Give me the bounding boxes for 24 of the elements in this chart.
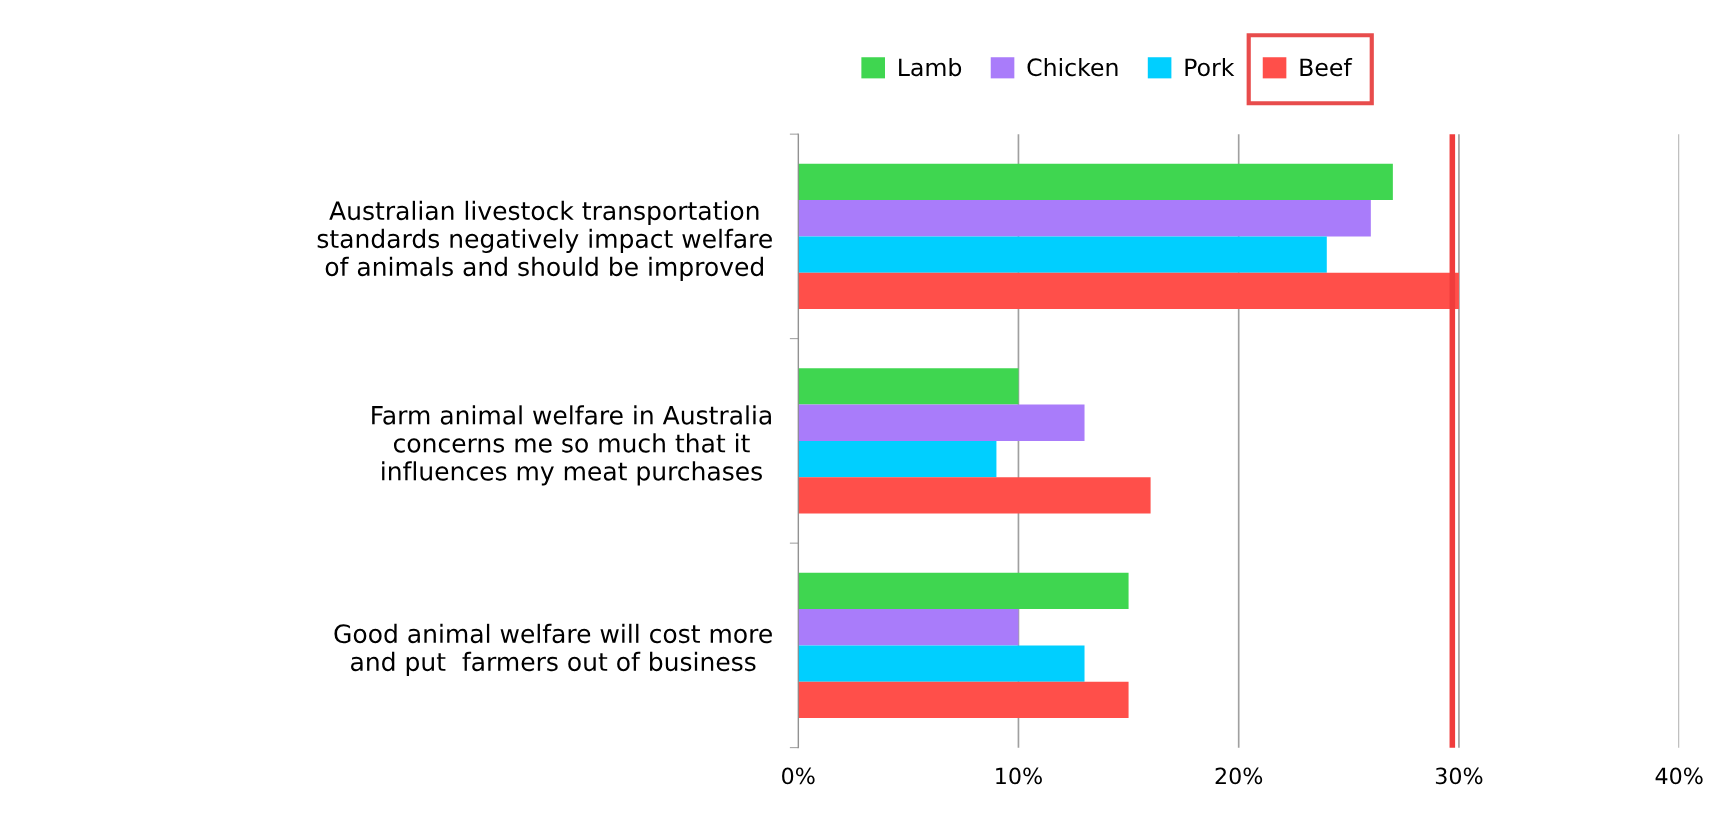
bar [798,236,1327,273]
y-tick-label: Australian livestock transportation standards negatively impact welfare of animals and should be improved [317,200,772,281]
bar [798,200,1371,237]
bar [798,477,1151,514]
legend-label: Lamb [899,57,962,77]
bar [798,404,1085,441]
y-tick-label: Farm animal welfare in Australia concerns me so much that it influences my meat purchases [372,405,771,486]
bar [798,440,997,478]
bar [798,272,1459,309]
bar [798,609,1019,646]
bar [798,645,1085,682]
x-tick-label: 30% [1435,767,1483,785]
x-tick-label: 20% [1215,767,1263,785]
legend-label: Beef [1300,57,1353,77]
bar [798,368,1019,405]
bar [798,681,1129,718]
x-tick-label: 10% [996,767,1042,785]
bar [798,572,1129,610]
y-tick-label: Good animal welfare will cost more and put farmers out of business [334,623,772,676]
bar [798,163,1393,201]
legend-label: Chicken [1027,57,1118,77]
x-tick-label: 0% [782,767,815,785]
legend-label: Pork [1185,57,1235,77]
x-tick-label: 40% [1655,767,1703,785]
